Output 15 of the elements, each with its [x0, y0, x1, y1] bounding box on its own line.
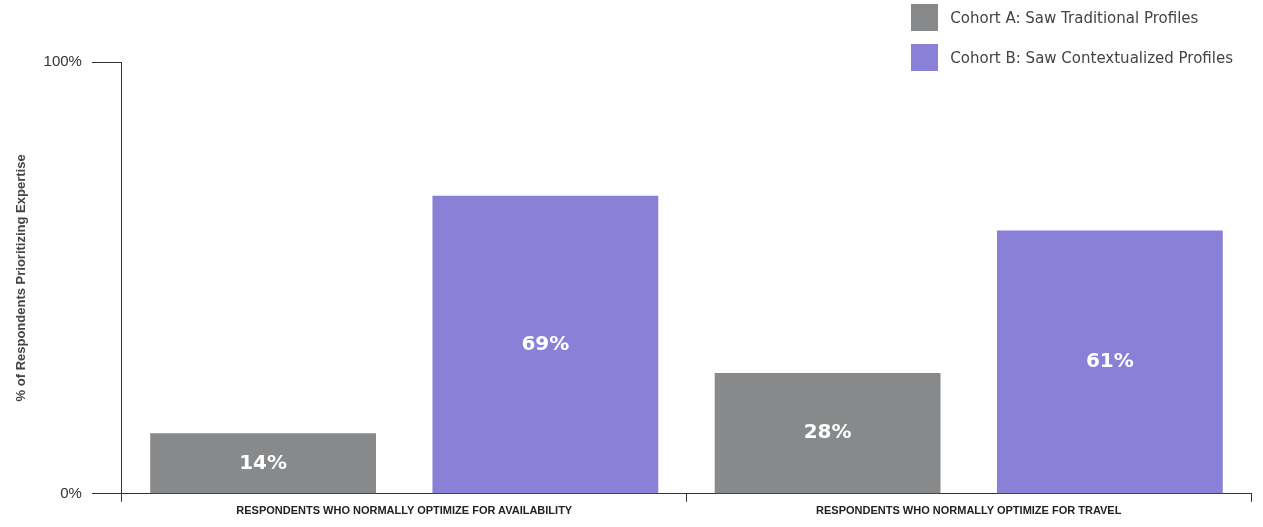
bar	[432, 195, 659, 494]
legend-label: Cohort B: Saw Contextualized Profiles	[950, 48, 1233, 67]
y-tick-label: 100%	[43, 52, 82, 70]
y-tick-label: 0%	[60, 483, 82, 501]
data-label: 61%	[1085, 348, 1134, 373]
data-label: 14%	[239, 449, 288, 474]
bar	[714, 372, 941, 494]
legend-label: Cohort A: Saw Traditional Profiles	[950, 8, 1199, 27]
data-label: 69%	[521, 330, 570, 355]
x-tick-label: RESPONDENTS WHO NORMALLY OPTIMIZE FOR TRAVEL	[816, 504, 1122, 517]
bar	[150, 433, 376, 494]
bar	[996, 230, 1223, 494]
data-label: 28%	[803, 419, 852, 444]
y-axis-title: % of Respondents Prioritizing Expertise	[13, 154, 29, 402]
x-tick-label: RESPONDENTS WHO NORMALLY OPTIMIZE FOR AVAILABILITY	[236, 504, 573, 517]
